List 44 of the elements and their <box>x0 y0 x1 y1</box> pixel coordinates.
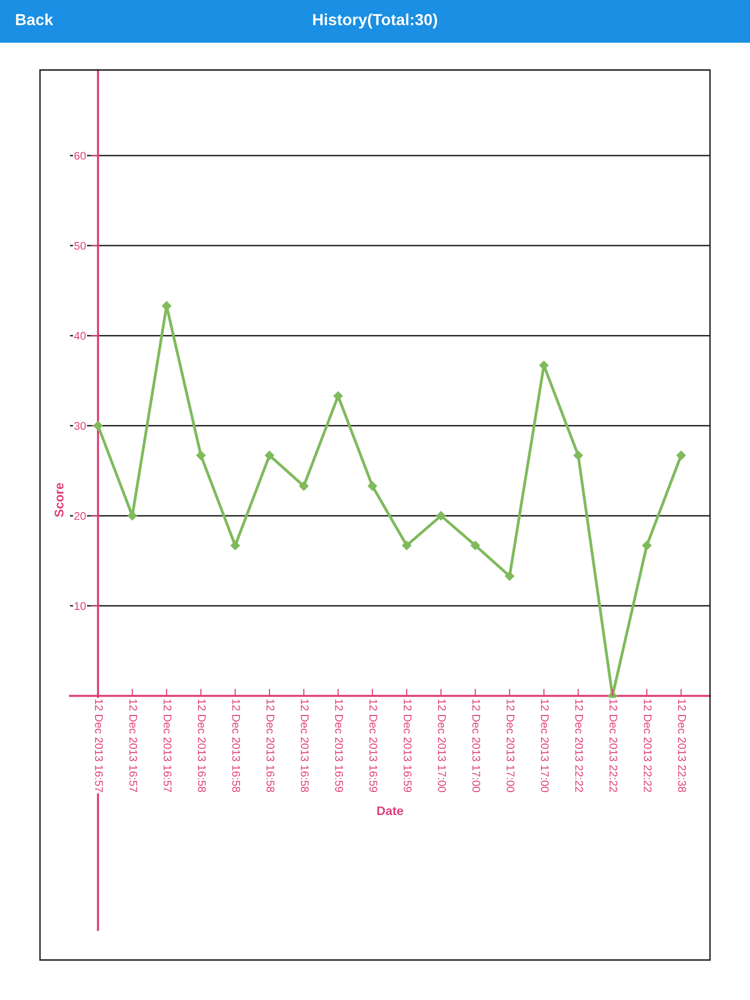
text: Back <box>16 14 54 26</box>
y-tick-label: 50 <box>74 242 86 250</box>
point <box>402 540 412 550</box>
y-axis-title: Score <box>54 483 64 518</box>
x-tick-label: 12 Dec 2013 22:22 <box>610 699 618 792</box>
x-tick-label: 12 Dec 2013 16:58 <box>266 699 274 792</box>
x-axis-title: Date <box>377 806 404 816</box>
point <box>299 481 308 491</box>
x-tick-label: 12 Dec 2013 17:00 <box>472 699 480 792</box>
x-tick-label: 12 Dec 2013 16:58 <box>232 699 240 792</box>
x-tick-label: 12 Dec 2013 17:00 <box>540 699 549 792</box>
y-tick-label: 30 <box>74 422 86 430</box>
point <box>470 540 480 550</box>
point <box>504 571 514 581</box>
point <box>93 421 103 430</box>
x-tick-label: 12 Dec 2013 16:58 <box>198 699 206 792</box>
point <box>264 450 274 460</box>
x-tick-label: 12 Dec 2013 16:59 <box>404 699 412 792</box>
x-tick-label: 12 Dec 2013 16:57 <box>95 699 103 792</box>
x-tick-label: 12 Dec 2013 16:57 <box>129 699 138 792</box>
x-tick-label: 12 Dec 2013 17:00 <box>438 699 446 792</box>
point <box>333 391 343 401</box>
point <box>436 511 446 520</box>
y-tick-label: 20 <box>74 512 86 520</box>
point <box>539 360 549 370</box>
point <box>676 450 686 460</box>
point <box>642 540 652 550</box>
x-tick-label: 12 Dec 2013 22:22 <box>644 699 652 792</box>
x-tick-label: 12 Dec 2013 17:00 <box>506 699 514 792</box>
point <box>368 481 378 491</box>
point <box>230 540 240 550</box>
point <box>574 450 583 460</box>
y-tick-label: 60 <box>74 152 86 160</box>
x-tick-label: 12 Dec 2013 16:59 <box>335 699 343 792</box>
x-tick-label: 12 Dec 2013 16:58 <box>300 699 309 792</box>
x-tick-label: 12 Dec 2013 16:57 <box>164 699 172 792</box>
x-tick-label: 12 Dec 2013 22:22 <box>575 699 584 792</box>
point <box>196 450 206 460</box>
x-tick-label: 12 Dec 2013 22:38 <box>678 699 686 792</box>
chart-title: History(Total:30) <box>313 14 438 28</box>
x-tick-label: 12 Dec 2013 16:59 <box>369 699 378 792</box>
point <box>162 301 172 311</box>
y-tick-label: 40 <box>74 332 86 340</box>
y-tick-label: 10 <box>74 602 86 610</box>
